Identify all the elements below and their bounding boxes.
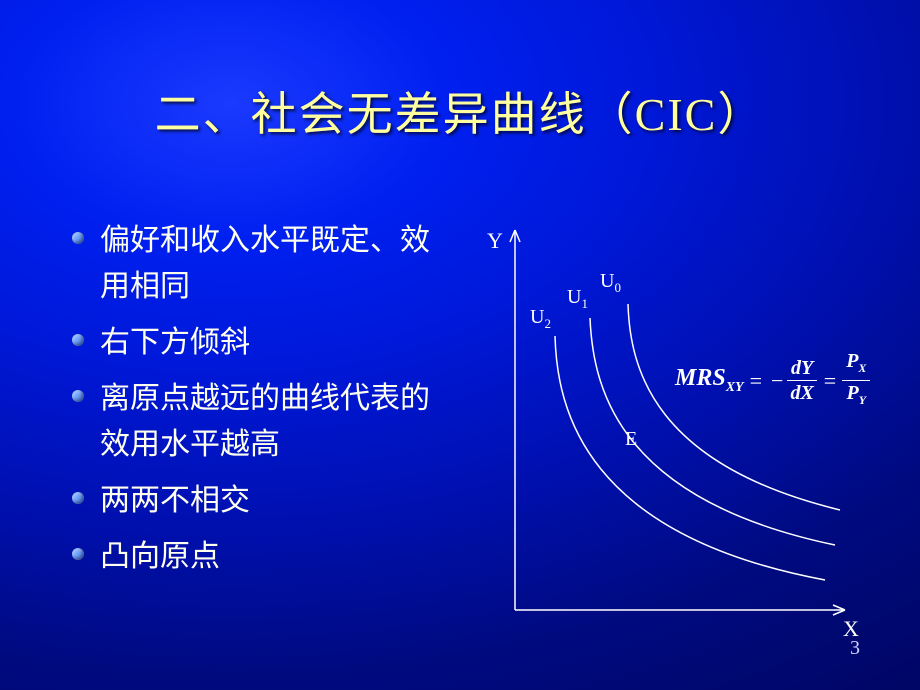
formula-num2: PX bbox=[842, 350, 870, 381]
bullet-icon bbox=[72, 232, 84, 244]
bullet-text: 凸向原点 bbox=[100, 534, 220, 580]
chart-svg bbox=[475, 210, 875, 640]
bullet-text: 离原点越远的曲线代表的效用水平越高 bbox=[100, 376, 432, 468]
list-item: 偏好和收入水平既定、效用相同 bbox=[72, 218, 432, 310]
formula-eq1: = bbox=[750, 368, 762, 394]
y-axis-label: Y bbox=[487, 228, 503, 254]
formula-eq2: = bbox=[824, 368, 836, 394]
formula-px-sym: P bbox=[846, 350, 858, 372]
slide-title: 二、社会无差异曲线（CIC） bbox=[0, 78, 920, 144]
indifference-curve-chart: Y X U0U1U2 E MRSXY = − dY dX = PX PY bbox=[475, 210, 875, 640]
bullet-icon bbox=[72, 390, 84, 402]
page-number: 3 bbox=[850, 637, 860, 660]
list-item: 两两不相交 bbox=[72, 478, 432, 524]
formula-den1: dX bbox=[786, 381, 817, 404]
bullet-list: 偏好和收入水平既定、效用相同 右下方倾斜 离原点越远的曲线代表的效用水平越高 两… bbox=[72, 218, 432, 590]
formula-mrs-sub: XY bbox=[726, 380, 744, 395]
bullet-text: 偏好和收入水平既定、效用相同 bbox=[100, 218, 432, 310]
formula-den2: PY bbox=[843, 381, 871, 411]
curve-label: U1 bbox=[567, 286, 588, 312]
bullet-text: 右下方倾斜 bbox=[100, 320, 250, 366]
formula-px-sub: X bbox=[858, 361, 866, 375]
bullet-icon bbox=[72, 492, 84, 504]
formula-frac-px-py: PX PY bbox=[842, 350, 870, 411]
curve-label: U2 bbox=[530, 306, 551, 332]
mrs-formula: MRSXY = − dY dX = PX PY bbox=[675, 350, 870, 411]
slide: 二、社会无差异曲线（CIC） 偏好和收入水平既定、效用相同 右下方倾斜 离原点越… bbox=[0, 0, 920, 690]
bullet-icon bbox=[72, 548, 84, 560]
formula-mrs-text: MRS bbox=[675, 365, 726, 391]
list-item: 右下方倾斜 bbox=[72, 320, 432, 366]
formula-num1: dY bbox=[787, 357, 817, 381]
formula-py-sub: Y bbox=[859, 393, 866, 407]
list-item: 离原点越远的曲线代表的效用水平越高 bbox=[72, 376, 432, 468]
point-e-label: E bbox=[625, 428, 637, 451]
list-item: 凸向原点 bbox=[72, 534, 432, 580]
formula-frac-dy-dx: dY dX bbox=[786, 357, 817, 404]
bullet-icon bbox=[72, 334, 84, 346]
curve-label: U0 bbox=[600, 270, 621, 296]
formula-py-sym: P bbox=[847, 382, 859, 404]
formula-mrs: MRSXY bbox=[675, 365, 744, 396]
bullet-text: 两两不相交 bbox=[100, 478, 250, 524]
formula-minus: − bbox=[771, 368, 783, 394]
